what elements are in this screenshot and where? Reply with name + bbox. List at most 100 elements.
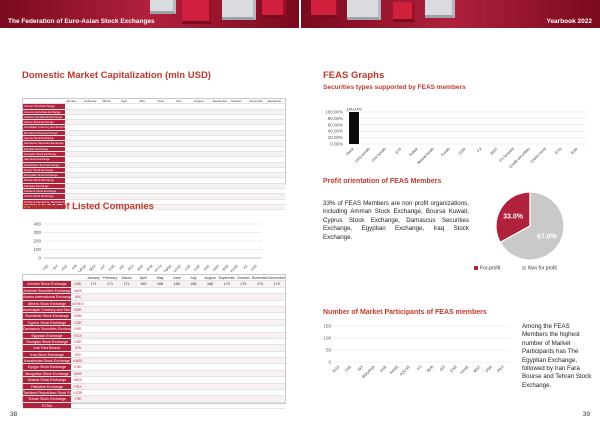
x-tick-label: ASE <box>379 365 388 374</box>
table-cell <box>268 320 285 325</box>
month-header: May <box>156 276 164 280</box>
table-cell <box>83 120 101 124</box>
table-cell <box>102 345 119 350</box>
table-cell <box>157 200 175 204</box>
table-cell <box>235 403 252 408</box>
table-cell <box>102 104 120 108</box>
table-cell <box>230 168 248 172</box>
table-cell <box>118 371 135 376</box>
table-cell <box>102 301 119 306</box>
table-cell <box>85 377 102 382</box>
table-cell <box>135 288 152 293</box>
table-cell <box>65 194 83 198</box>
table-cell <box>235 345 252 350</box>
decorative-cube <box>182 0 212 24</box>
table-cell <box>120 194 138 198</box>
table-cell <box>83 168 101 172</box>
table-cell <box>267 120 285 124</box>
table-cell <box>235 358 252 363</box>
x-tick-label: ISX <box>52 263 59 270</box>
table-cell <box>267 131 285 135</box>
table-cell <box>267 168 285 172</box>
table-cell <box>157 163 175 167</box>
month-header: December <box>267 99 282 103</box>
month-header: January <box>66 99 77 103</box>
table-cell <box>83 173 101 177</box>
table-cell <box>268 333 285 338</box>
table-cell <box>235 320 252 325</box>
table-cell <box>175 147 193 151</box>
table-cell <box>235 307 252 312</box>
table-cell <box>65 115 83 119</box>
month-header: September <box>212 99 228 103</box>
table-cell <box>248 189 266 193</box>
table-cell <box>157 120 175 124</box>
table-cell <box>218 358 235 363</box>
x-tick-label: ETF <box>395 146 403 154</box>
table-cell <box>102 396 119 401</box>
table-cell <box>212 200 230 204</box>
table-row: Cyprus Stock Exchange <box>23 136 285 142</box>
decorative-cube <box>222 0 256 20</box>
table-cell <box>118 333 135 338</box>
table-cell <box>193 184 211 188</box>
table-cell <box>252 364 269 369</box>
table-row: Toshkent Republican Stock Exchange <box>23 199 285 205</box>
table-cell <box>235 326 252 331</box>
legend-non-profit: Non for profit <box>528 266 558 272</box>
table-cell <box>118 313 135 318</box>
month-header: March <box>121 276 132 280</box>
table-cell <box>83 104 101 108</box>
table-cell <box>248 157 266 161</box>
profit-orientation-text: 33% of FEAS Members are non profit organ… <box>323 200 469 241</box>
y-tick-label: 80.00% <box>328 116 343 121</box>
table-cell <box>202 390 219 395</box>
table-cell <box>212 194 230 198</box>
table-cell <box>157 184 175 188</box>
table-cell <box>135 320 152 325</box>
table-cell <box>248 168 266 172</box>
table-cell <box>157 173 175 177</box>
table-cell <box>83 141 101 145</box>
table-cell <box>193 115 211 119</box>
table-cell <box>268 371 285 376</box>
table-cell <box>202 403 219 408</box>
table-cell <box>267 141 285 145</box>
member-abbr: MSX <box>74 378 82 383</box>
table-cell: 170 <box>273 282 280 287</box>
y-tick-label: 50 <box>326 348 332 353</box>
table-cell <box>230 141 248 145</box>
table-cell <box>230 131 248 135</box>
table-cell <box>185 377 202 382</box>
table-cell <box>102 157 120 161</box>
table-cell <box>218 320 235 325</box>
table-cell <box>248 152 266 156</box>
table-cell <box>212 163 230 167</box>
member-name: Amman Stock Exchange <box>23 281 71 287</box>
table-corner-cell <box>23 275 71 281</box>
member-name: Armenia Securities Exchange <box>23 287 71 294</box>
table-cell <box>118 307 135 312</box>
member-name: Georgian Stock Exchange <box>23 151 65 157</box>
table-cell <box>248 178 266 182</box>
table-cell <box>202 345 219 350</box>
member-abbr: BSE <box>74 307 82 312</box>
table-cell <box>175 136 193 140</box>
table-cell <box>135 364 152 369</box>
table-cell <box>268 390 285 395</box>
table-cell <box>235 333 252 338</box>
table-cell <box>248 205 266 209</box>
table-cell <box>102 352 119 357</box>
table-cell <box>252 390 269 395</box>
table-cell <box>193 173 211 177</box>
table-cell <box>83 147 101 151</box>
table-cell <box>135 307 152 312</box>
table-cell <box>248 200 266 204</box>
table-cell <box>268 403 285 408</box>
table-cell <box>212 131 230 135</box>
table-cell <box>157 178 175 182</box>
table-cell <box>230 152 248 156</box>
table-cell <box>83 110 101 114</box>
table-cell <box>120 184 138 188</box>
table-cell <box>120 152 138 156</box>
